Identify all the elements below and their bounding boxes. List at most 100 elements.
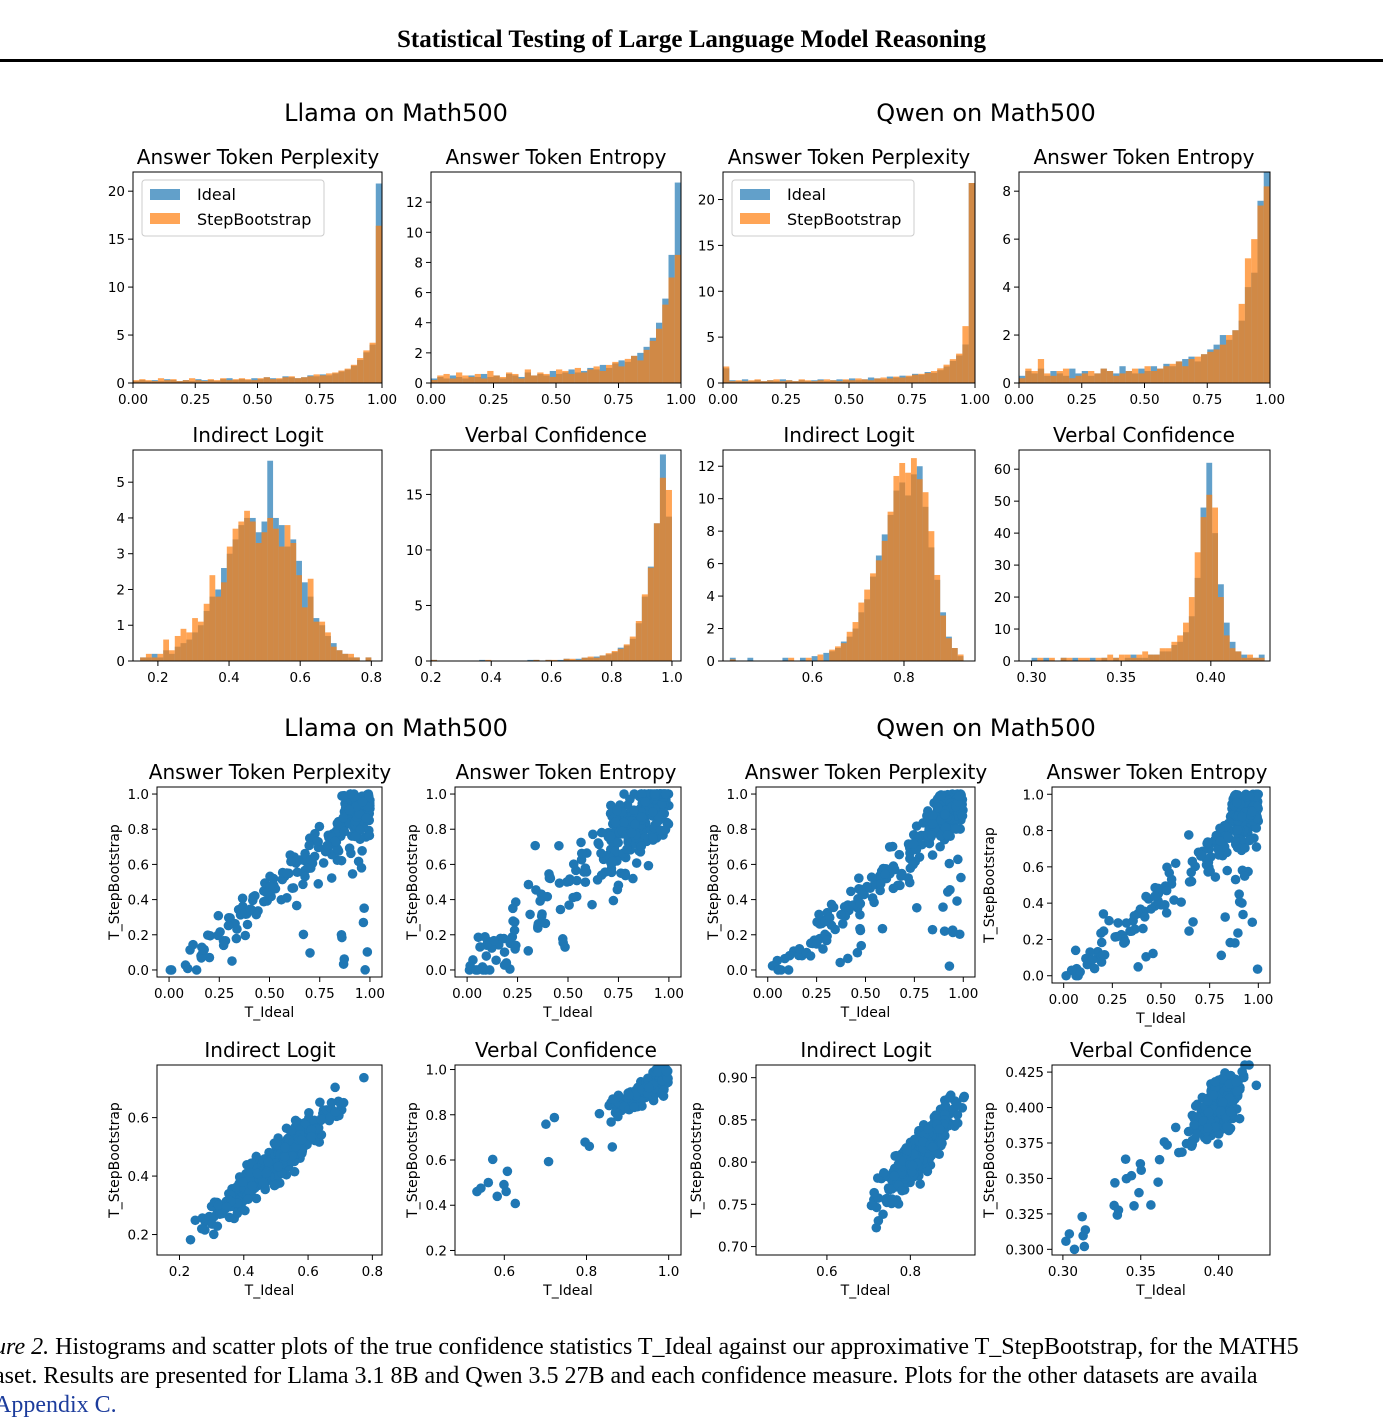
scatter-point: [523, 879, 534, 890]
scatter-point: [1234, 1113, 1245, 1124]
scatter-point: [606, 867, 617, 878]
scatter-point: [290, 1115, 301, 1126]
scatter-point: [1184, 877, 1195, 887]
x-tick-label: 0.50: [541, 392, 571, 408]
scatter-point: [1183, 830, 1194, 840]
scatter-point: [1215, 836, 1226, 846]
y-tick-label: 0.8: [426, 1108, 447, 1124]
scatter-point: [1189, 1120, 1199, 1130]
step-bar: [261, 532, 268, 661]
step-bar: [817, 654, 824, 661]
y-tick-label: 0.8: [426, 822, 447, 838]
y-tick-label: 2: [706, 622, 715, 638]
step-bar: [1066, 657, 1073, 661]
scatter-point: [288, 883, 299, 893]
scatter-point: [481, 940, 492, 951]
step-bar: [543, 373, 550, 383]
scatter-point: [1085, 947, 1095, 957]
scatter-point: [934, 1124, 945, 1135]
scatter-point: [1203, 1123, 1213, 1133]
scatter-point: [926, 830, 937, 841]
y-tick-label: 0.2: [128, 1228, 149, 1244]
x-tick-label: 0.25: [478, 392, 508, 408]
step-bar: [1226, 335, 1233, 383]
step-bar: [649, 340, 656, 383]
scatter-point: [1098, 926, 1109, 936]
step-bar: [811, 381, 818, 383]
scatter-point: [347, 869, 358, 879]
legend-swatch-ideal: [150, 189, 180, 200]
step-bar: [1044, 373, 1051, 383]
step-bar: [1049, 657, 1055, 661]
step-bar: [189, 378, 196, 383]
scatter-point: [359, 903, 369, 914]
y-tick-label: 0: [414, 376, 423, 392]
step-bar: [849, 380, 856, 383]
step-bar: [1194, 356, 1201, 383]
scatter-point: [1120, 1154, 1131, 1164]
step-bar: [549, 376, 556, 383]
step-bar: [350, 364, 358, 383]
scatter-point: [1215, 1105, 1226, 1116]
step-bar: [1207, 351, 1214, 383]
scatter-point: [952, 1118, 963, 1128]
caption-line-2: aset. Results are presented for Llama 3.…: [0, 1363, 1258, 1389]
chart-title: Answer Token Entropy: [1034, 145, 1255, 169]
scatter-point: [1061, 970, 1071, 981]
chart-panel: Answer Token Entropy 0.00 0.25 0.50 0.75 1.00…: [406, 145, 696, 408]
scatter-point: [584, 1141, 595, 1152]
scatter-point: [231, 933, 242, 944]
scatter-point: [305, 854, 316, 865]
scatter-point: [1099, 950, 1110, 960]
scatter-point: [282, 893, 292, 903]
scatter-point: [480, 932, 490, 942]
y-tick-label: 10: [108, 280, 125, 296]
scatter-point: [1079, 1241, 1090, 1252]
step-bar: [145, 380, 152, 383]
scatter-point: [345, 789, 356, 799]
step-bar: [163, 639, 170, 661]
scatter-point: [535, 896, 545, 906]
x-tick-label: 0.00: [708, 392, 738, 408]
scatter-point: [576, 848, 587, 859]
figure-caption: ure 2. Histograms and scatter plots of t…: [0, 1333, 1383, 1420]
x-tick-label: 0.00: [416, 392, 446, 408]
step-bar: [1056, 371, 1063, 383]
scatter-point: [263, 1157, 274, 1168]
scatter-point: [1160, 900, 1170, 910]
ideal-bar: [1069, 368, 1076, 383]
scatter-point: [888, 883, 899, 894]
y-tick-label: 6: [414, 286, 423, 302]
step-bar: [336, 650, 343, 661]
scatter-point: [487, 1154, 498, 1165]
scatter-point: [1187, 856, 1198, 867]
step-bar: [431, 659, 438, 661]
scatter-point: [492, 1191, 503, 1202]
step-bar: [1175, 361, 1183, 383]
step-bar: [1238, 303, 1245, 383]
scatter-point: [660, 824, 671, 835]
scatter-point: [1064, 1229, 1075, 1239]
scatter-point: [242, 919, 253, 930]
step-bar: [357, 358, 364, 383]
scatter-point: [936, 790, 946, 801]
y-tick-label: 8: [706, 524, 715, 540]
step-bar: [792, 381, 799, 383]
step-bar: [723, 366, 730, 383]
scatter-point: [940, 809, 950, 820]
scatter-point: [202, 930, 213, 940]
scatter-point: [1230, 836, 1241, 846]
y-tick-label: 60: [994, 462, 1011, 478]
step-bar: [365, 657, 372, 661]
scatter-point: [594, 1108, 605, 1119]
scatter-point: [857, 889, 868, 900]
y-axis-label: T_StepBootstrap: [982, 1102, 998, 1219]
step-bar: [930, 371, 938, 383]
scatter-point: [1120, 937, 1131, 947]
scatter-point: [223, 920, 234, 931]
figure-2: Llama on Math500 Qwen on Math500 Llama on …: [107, 99, 1285, 1299]
step-bar: [1165, 648, 1172, 661]
scatter-point: [188, 939, 198, 950]
step-bar: [499, 376, 506, 383]
step-bar: [207, 379, 214, 383]
